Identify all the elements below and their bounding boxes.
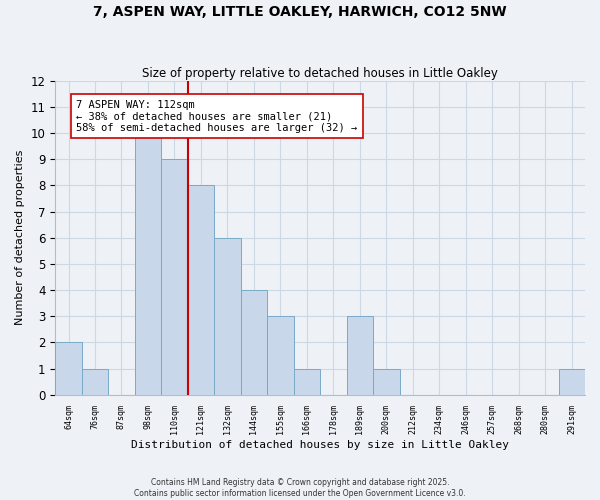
Bar [241,290,267,395]
Bar [188,186,214,394]
Bar [559,368,585,394]
Bar [267,316,293,394]
Bar [347,316,373,394]
Bar [82,368,108,394]
Bar [214,238,241,394]
Bar [135,133,161,394]
Text: Contains HM Land Registry data © Crown copyright and database right 2025.
Contai: Contains HM Land Registry data © Crown c… [134,478,466,498]
Bar [161,159,188,394]
Bar [293,368,320,394]
X-axis label: Distribution of detached houses by size in Little Oakley: Distribution of detached houses by size … [131,440,509,450]
Bar [373,368,400,394]
Bar [55,342,82,394]
Text: 7 ASPEN WAY: 112sqm
← 38% of detached houses are smaller (21)
58% of semi-detach: 7 ASPEN WAY: 112sqm ← 38% of detached ho… [76,100,358,132]
Title: Size of property relative to detached houses in Little Oakley: Size of property relative to detached ho… [142,66,498,80]
Text: 7, ASPEN WAY, LITTLE OAKLEY, HARWICH, CO12 5NW: 7, ASPEN WAY, LITTLE OAKLEY, HARWICH, CO… [93,5,507,19]
Y-axis label: Number of detached properties: Number of detached properties [15,150,25,326]
